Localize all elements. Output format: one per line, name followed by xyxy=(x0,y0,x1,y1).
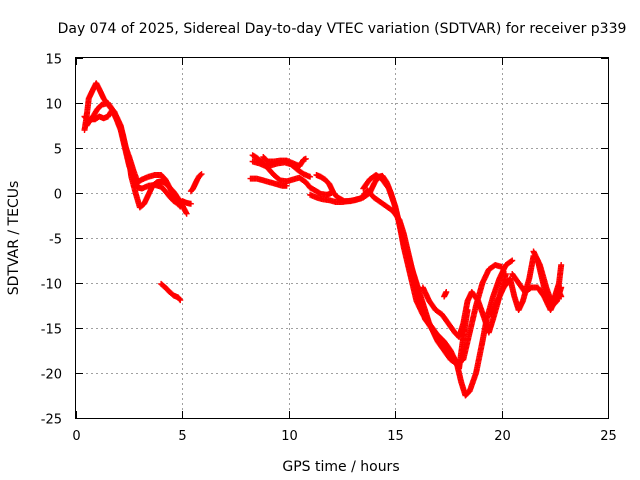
track-4 xyxy=(187,171,205,195)
chart-title: Day 074 of 2025, Sidereal Day-to-day VTE… xyxy=(58,21,627,37)
data-point xyxy=(508,258,515,265)
y-tick-label: -5 xyxy=(49,233,62,248)
x-tick-label: 5 xyxy=(178,429,186,444)
x-tick-label: 15 xyxy=(387,429,404,444)
data-point xyxy=(558,262,565,268)
data-point xyxy=(187,200,194,207)
y-tick-label: -25 xyxy=(41,413,62,428)
data-point xyxy=(197,172,204,178)
track-14 xyxy=(441,289,450,300)
plot-frame xyxy=(75,57,609,419)
track-12 xyxy=(360,172,471,372)
y-tick-label: 0 xyxy=(54,188,62,203)
x-tick-label: 0 xyxy=(72,429,80,444)
data-point xyxy=(198,171,205,178)
data-point xyxy=(177,297,184,304)
track-8 xyxy=(247,175,290,189)
track-9 xyxy=(260,154,309,169)
y-tick-label: 10 xyxy=(45,98,62,113)
x-tick-label: 10 xyxy=(281,429,298,444)
data-point xyxy=(443,289,450,295)
data-points xyxy=(81,80,565,399)
y-axis-label: SDTVAR / TECUs xyxy=(6,181,22,296)
y-tick-label: -10 xyxy=(41,278,62,293)
track-17 xyxy=(530,248,565,309)
data-point xyxy=(558,284,565,291)
data-point xyxy=(283,182,290,189)
y-tick-label: -15 xyxy=(41,323,62,338)
data-point xyxy=(509,257,516,264)
x-axis-label: GPS time / hours xyxy=(282,459,399,475)
y-tick-label: 15 xyxy=(45,53,62,68)
data-point xyxy=(176,296,183,303)
y-tick-label: 5 xyxy=(54,143,62,158)
track-5 xyxy=(158,280,184,304)
y-tick-label: -20 xyxy=(41,368,62,383)
data-point xyxy=(502,271,509,277)
data-point xyxy=(307,173,314,180)
data-point xyxy=(183,210,190,217)
x-tick-label: 25 xyxy=(600,429,617,444)
x-tick-label: 20 xyxy=(494,429,511,444)
grid-lines xyxy=(76,58,608,418)
track-11 xyxy=(307,187,516,399)
tick-labels: 0 5 10 15 20 25 -25 -20 -15 -10 -5 0 5 10 15 xyxy=(41,53,617,445)
track-3 xyxy=(83,107,194,207)
data-point xyxy=(302,155,309,162)
